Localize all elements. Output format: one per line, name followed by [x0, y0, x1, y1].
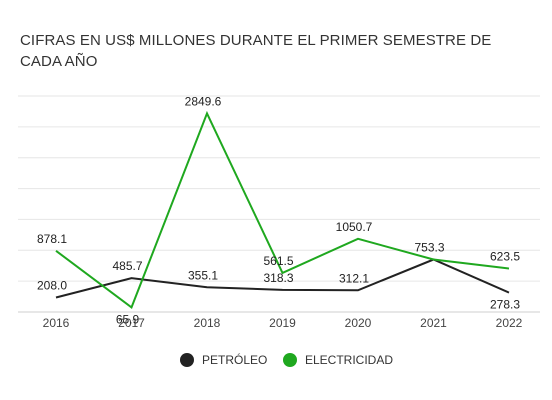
data-label-petroleo: 208.0	[37, 279, 67, 293]
data-label-electricidad: 1050.7	[336, 220, 373, 234]
legend-swatch-petroleo	[180, 353, 194, 367]
data-label-electricidad: 878.1	[37, 232, 67, 246]
data-label-petroleo: 278.3	[490, 298, 520, 312]
data-label-electricidad: 65.9	[116, 312, 140, 326]
x-tick-label: 2016	[43, 316, 70, 330]
data-label-electricidad: 623.5	[490, 250, 520, 264]
x-tick-label: 2019	[269, 316, 296, 330]
legend-swatch-electricidad	[283, 353, 297, 367]
legend-label-petroleo: PETRÓLEO	[202, 353, 268, 367]
x-tick-label: 2021	[420, 316, 447, 330]
data-label-petroleo: 318.3	[263, 271, 293, 285]
x-tick-label: 2020	[345, 316, 372, 330]
x-tick-label: 2022	[496, 316, 523, 330]
data-label-petroleo: 753.3	[414, 241, 444, 255]
legend-label-electricidad: ELECTRICIDAD	[305, 353, 394, 367]
series-line-electricidad	[55, 110, 510, 309]
legend: PETRÓLEO ELECTRICIDAD	[0, 350, 552, 370]
data-label-petroleo: 312.1	[339, 271, 369, 285]
x-tick-label: 2018	[194, 316, 221, 330]
data-label-electricidad: 2849.6	[185, 94, 222, 108]
data-label-electricidad: 561.5	[263, 254, 293, 268]
chart-title: CIFRAS EN US$ MILLONES DURANTE EL PRIMER…	[20, 32, 492, 70]
legend-item-petroleo: PETRÓLEO	[180, 350, 267, 370]
legend-item-electricidad: ELECTRICIDAD	[283, 350, 393, 370]
data-label-petroleo: 355.1	[188, 268, 218, 282]
x-tick-label: 2017	[118, 316, 145, 330]
data-label-petroleo: 485.7	[112, 259, 142, 273]
